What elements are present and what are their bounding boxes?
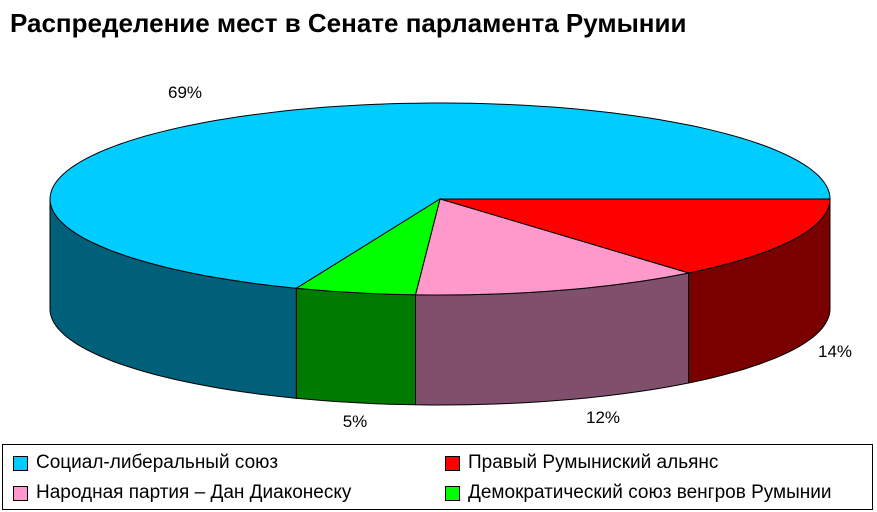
legend: Социал-либеральный союз Правый Румыниски…: [2, 444, 873, 510]
legend-swatch: [445, 455, 460, 471]
slice-hungarian-union-side: [295, 287, 416, 406]
legend-label: Социал-либеральный союз: [36, 452, 279, 473]
legend-swatch: [445, 485, 460, 501]
data-label: 14%: [818, 342, 852, 361]
slice-people-party: [414, 198, 689, 296]
slice-hungarian-union: [294, 197, 441, 296]
data-label: 12%: [586, 408, 620, 427]
slice-right-romania-alliance: [439, 198, 831, 274]
slice-social-liberal-union: [49, 102, 831, 289]
legend-item-social-liberal-union: Социал-либеральный союз: [13, 452, 278, 474]
legend-swatch: [13, 455, 28, 471]
legend-label: Народная партия – Дан Диаконеску: [36, 482, 352, 503]
legend-label: Правый Румыниский альянс: [468, 452, 719, 473]
legend-label: Демократический союз венгров Румынии: [468, 482, 832, 503]
pie-chart: 69% 14% 12% 5%: [49, 83, 852, 431]
chart-title: Распределение мест в Сенате парламента Р…: [10, 8, 687, 38]
legend-item-right-romania-alliance: Правый Румыниский альянс: [445, 452, 718, 474]
legend-item-people-party: Народная партия – Дан Диаконеску: [13, 482, 351, 504]
data-label: 5%: [343, 412, 368, 431]
legend-swatch: [13, 485, 28, 501]
data-label: 69%: [168, 83, 202, 102]
legend-item-hungarian-union: Демократический союз венгров Румынии: [445, 482, 832, 504]
